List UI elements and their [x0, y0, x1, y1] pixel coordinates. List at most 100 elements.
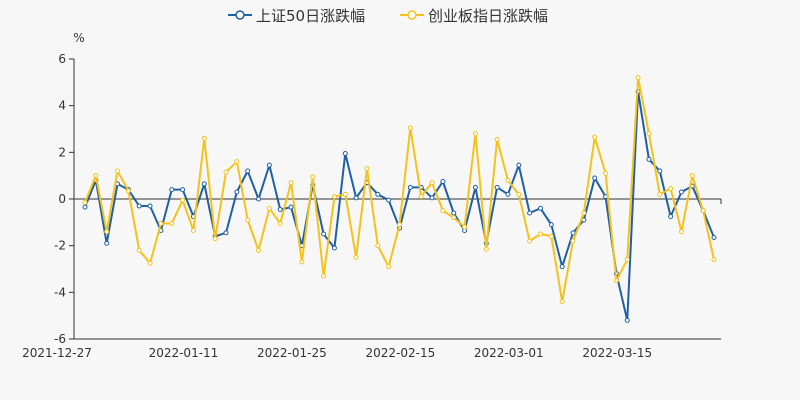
data-point [82, 204, 88, 210]
data-point [256, 247, 262, 253]
data-point [505, 177, 511, 183]
legend-label: 创业板指日涨跌幅 [428, 7, 548, 25]
data-point [158, 221, 164, 226]
data-point [407, 125, 413, 131]
data-point [147, 260, 153, 266]
data-point [147, 203, 153, 209]
data-point [234, 189, 240, 195]
data-point [288, 204, 294, 210]
y-tick-label: 4 [58, 99, 66, 113]
data-point [472, 131, 478, 137]
data-point [592, 175, 598, 181]
data-point [223, 169, 229, 175]
data-point [266, 162, 272, 168]
data-point [657, 168, 663, 174]
data-point [462, 224, 468, 230]
y-tick-label: -4 [54, 285, 66, 299]
data-point [711, 235, 717, 240]
data-point [353, 195, 359, 201]
data-point [136, 203, 142, 209]
series-2 [82, 75, 717, 305]
data-point [570, 238, 576, 244]
data-point [277, 221, 283, 226]
data-point [169, 221, 175, 226]
data-point [288, 180, 294, 186]
data-point [418, 194, 424, 200]
data-point [537, 231, 543, 237]
y-unit-label: % [73, 31, 84, 45]
x-tick-label: 2022-03-01 [474, 346, 544, 360]
data-point [516, 191, 522, 197]
y-tick-label: -2 [54, 239, 66, 253]
data-point [407, 184, 413, 190]
legend-marker-icon [235, 10, 245, 20]
data-point [299, 259, 305, 265]
data-point [342, 151, 348, 156]
data-point [180, 197, 186, 203]
data-point [82, 200, 88, 205]
legend-item: 创业板指日涨跌幅 [400, 7, 548, 25]
data-point [342, 191, 348, 197]
data-point [472, 184, 478, 190]
data-point [613, 278, 619, 284]
data-point [678, 229, 684, 235]
data-point [570, 230, 576, 236]
data-point [711, 257, 717, 263]
data-point [548, 222, 554, 228]
data-point [386, 197, 392, 203]
data-point [581, 210, 587, 216]
data-point [256, 196, 262, 202]
data-point [516, 162, 522, 168]
data-point [375, 243, 381, 249]
data-point [537, 205, 543, 211]
data-point [245, 168, 251, 174]
legend: 上证50日涨跌幅 创业板指日涨跌幅 [228, 7, 548, 25]
data-point [331, 245, 337, 251]
data-point [353, 254, 359, 260]
data-point [635, 75, 641, 81]
data-point [201, 135, 207, 141]
x-tick-label: 2022-03-15 [582, 346, 652, 360]
data-point [603, 170, 609, 176]
data-point [678, 189, 684, 195]
data-point [321, 231, 327, 237]
data-point [321, 273, 327, 279]
data-point [494, 184, 500, 190]
y-tick-label: 0 [58, 192, 66, 206]
data-point [646, 156, 652, 162]
data-point [266, 205, 272, 211]
data-point [527, 210, 533, 216]
data-point [527, 238, 533, 244]
data-point [451, 215, 457, 221]
data-point [429, 195, 435, 201]
x-tick-label: 2022-01-25 [257, 346, 327, 360]
y-tick-label: -6 [54, 332, 66, 346]
legend-label: 上证50日涨跌幅 [256, 7, 365, 25]
data-point [386, 264, 392, 270]
data-point [201, 181, 207, 187]
data-point [397, 222, 402, 228]
data-point [310, 174, 316, 180]
data-point [234, 159, 240, 165]
data-point [429, 180, 435, 186]
data-point [505, 191, 511, 197]
legend-item: 上证50日涨跌幅 [228, 7, 365, 25]
data-point [223, 230, 229, 236]
data-point [212, 236, 218, 242]
data-point [646, 131, 652, 137]
y-tick-label: 2 [58, 145, 66, 159]
data-point [483, 246, 489, 252]
data-point [494, 137, 500, 142]
data-point [689, 173, 695, 179]
data-point [180, 187, 186, 193]
data-point [93, 173, 99, 179]
series-1 [82, 89, 717, 323]
data-point [245, 217, 251, 223]
data-point [125, 188, 131, 194]
x-tick-label: 2022-02-15 [365, 346, 435, 360]
y-tick-label: 6 [58, 52, 66, 66]
x-tick-label: 2021-12-27 [22, 346, 92, 360]
data-point [104, 240, 110, 246]
data-point [559, 299, 565, 305]
data-point [115, 168, 121, 174]
